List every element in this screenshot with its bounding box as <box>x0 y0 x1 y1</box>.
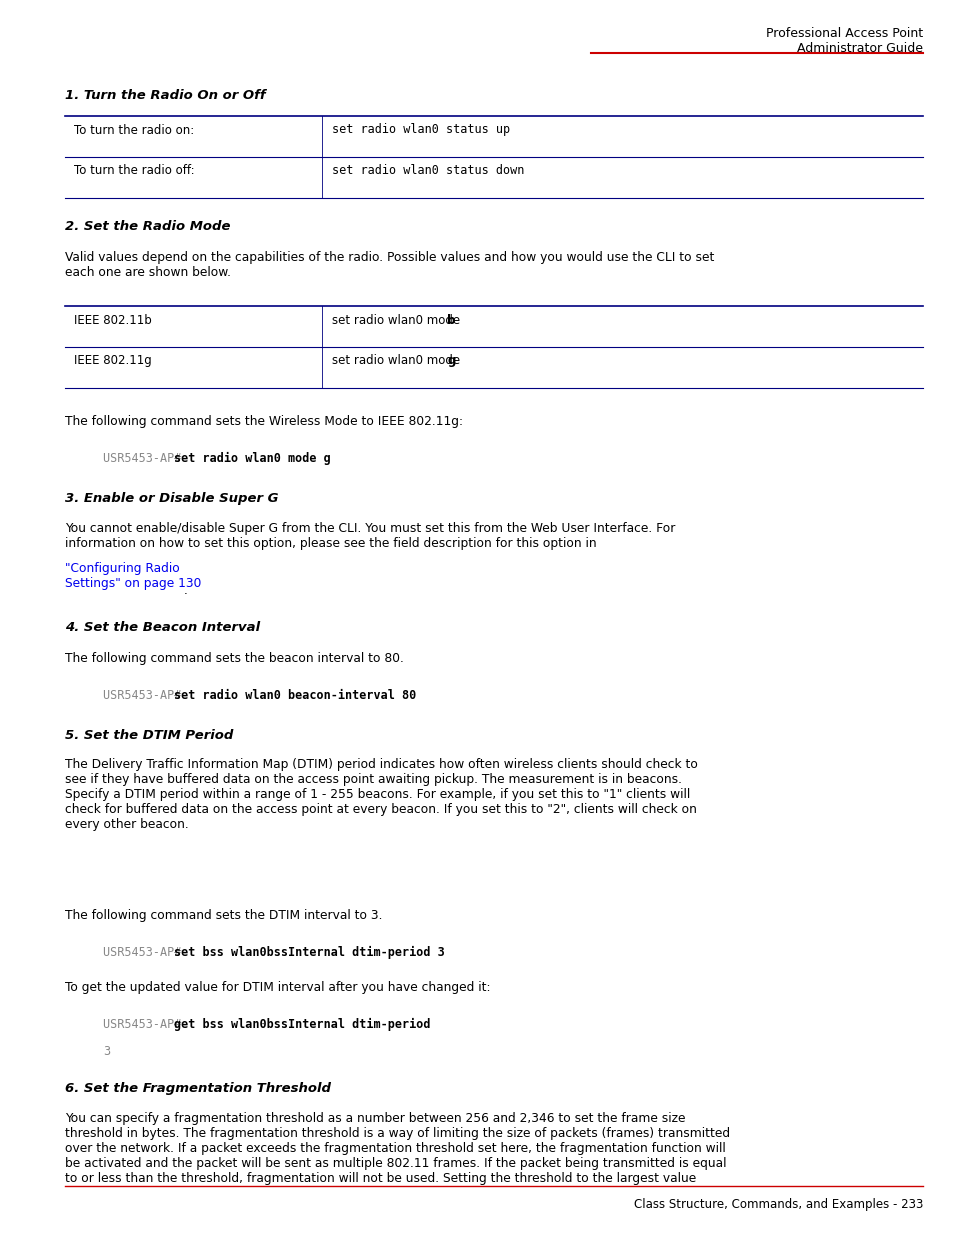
Text: 4. Set the Beacon Interval: 4. Set the Beacon Interval <box>65 621 260 635</box>
Text: IEEE 802.11g: IEEE 802.11g <box>74 354 152 368</box>
Text: get bss wlan0bssInternal dtim-period: get bss wlan0bssInternal dtim-period <box>173 1018 430 1031</box>
Text: .: . <box>184 584 188 598</box>
Text: set radio wlan0 beacon-interval 80: set radio wlan0 beacon-interval 80 <box>173 689 416 703</box>
Text: b: b <box>447 314 456 327</box>
Text: 6. Set the Fragmentation Threshold: 6. Set the Fragmentation Threshold <box>65 1082 331 1095</box>
Text: set radio wlan0 mode: set radio wlan0 mode <box>332 354 463 368</box>
Text: The following command sets the beacon interval to 80.: The following command sets the beacon in… <box>65 652 403 666</box>
Text: Valid values depend on the capabilities of the radio. Possible values and how yo: Valid values depend on the capabilities … <box>65 251 714 279</box>
Text: Administrator Guide: Administrator Guide <box>797 42 923 56</box>
Text: 3. Enable or Disable Super G: 3. Enable or Disable Super G <box>65 492 278 505</box>
Text: set bss wlan0bssInternal dtim-period 3: set bss wlan0bssInternal dtim-period 3 <box>173 946 444 960</box>
Text: IEEE 802.11b: IEEE 802.11b <box>74 314 152 327</box>
Text: You can specify a fragmentation threshold as a number between 256 and 2,346 to s: You can specify a fragmentation threshol… <box>65 1112 729 1184</box>
Text: The following command sets the Wireless Mode to IEEE 802.11g:: The following command sets the Wireless … <box>65 415 462 429</box>
Text: The following command sets the DTIM interval to 3.: The following command sets the DTIM inte… <box>65 909 382 923</box>
Text: To get the updated value for DTIM interval after you have changed it:: To get the updated value for DTIM interv… <box>65 981 490 994</box>
Text: USR5453-AP#: USR5453-AP# <box>103 946 189 960</box>
Text: USR5453-AP#: USR5453-AP# <box>103 689 189 703</box>
Text: set radio wlan0 status down: set radio wlan0 status down <box>332 164 524 178</box>
Text: set radio wlan0 mode: set radio wlan0 mode <box>332 314 463 327</box>
Text: g: g <box>447 354 456 368</box>
Text: set radio wlan0 mode g: set radio wlan0 mode g <box>173 452 331 466</box>
Text: 2. Set the Radio Mode: 2. Set the Radio Mode <box>65 220 230 233</box>
Text: 3: 3 <box>103 1045 110 1058</box>
Text: The Delivery Traffic Information Map (DTIM) period indicates how often wireless : The Delivery Traffic Information Map (DT… <box>65 758 697 831</box>
Text: 5. Set the DTIM Period: 5. Set the DTIM Period <box>65 729 233 742</box>
Text: USR5453-AP#: USR5453-AP# <box>103 452 189 466</box>
Text: 1. Turn the Radio On or Off: 1. Turn the Radio On or Off <box>65 89 265 103</box>
Text: set radio wlan0 status up: set radio wlan0 status up <box>332 124 510 137</box>
Text: Professional Access Point: Professional Access Point <box>765 27 923 41</box>
Text: USR5453-AP#: USR5453-AP# <box>103 1018 189 1031</box>
Text: Class Structure, Commands, and Examples - 233: Class Structure, Commands, and Examples … <box>634 1198 923 1212</box>
Text: To turn the radio on:: To turn the radio on: <box>74 124 194 137</box>
Text: You cannot enable/disable Super G from the CLI. You must set this from the Web U: You cannot enable/disable Super G from t… <box>65 522 675 551</box>
Text: "Configuring Radio
Settings" on page 130: "Configuring Radio Settings" on page 130 <box>65 562 201 590</box>
Text: To turn the radio off:: To turn the radio off: <box>74 164 194 178</box>
